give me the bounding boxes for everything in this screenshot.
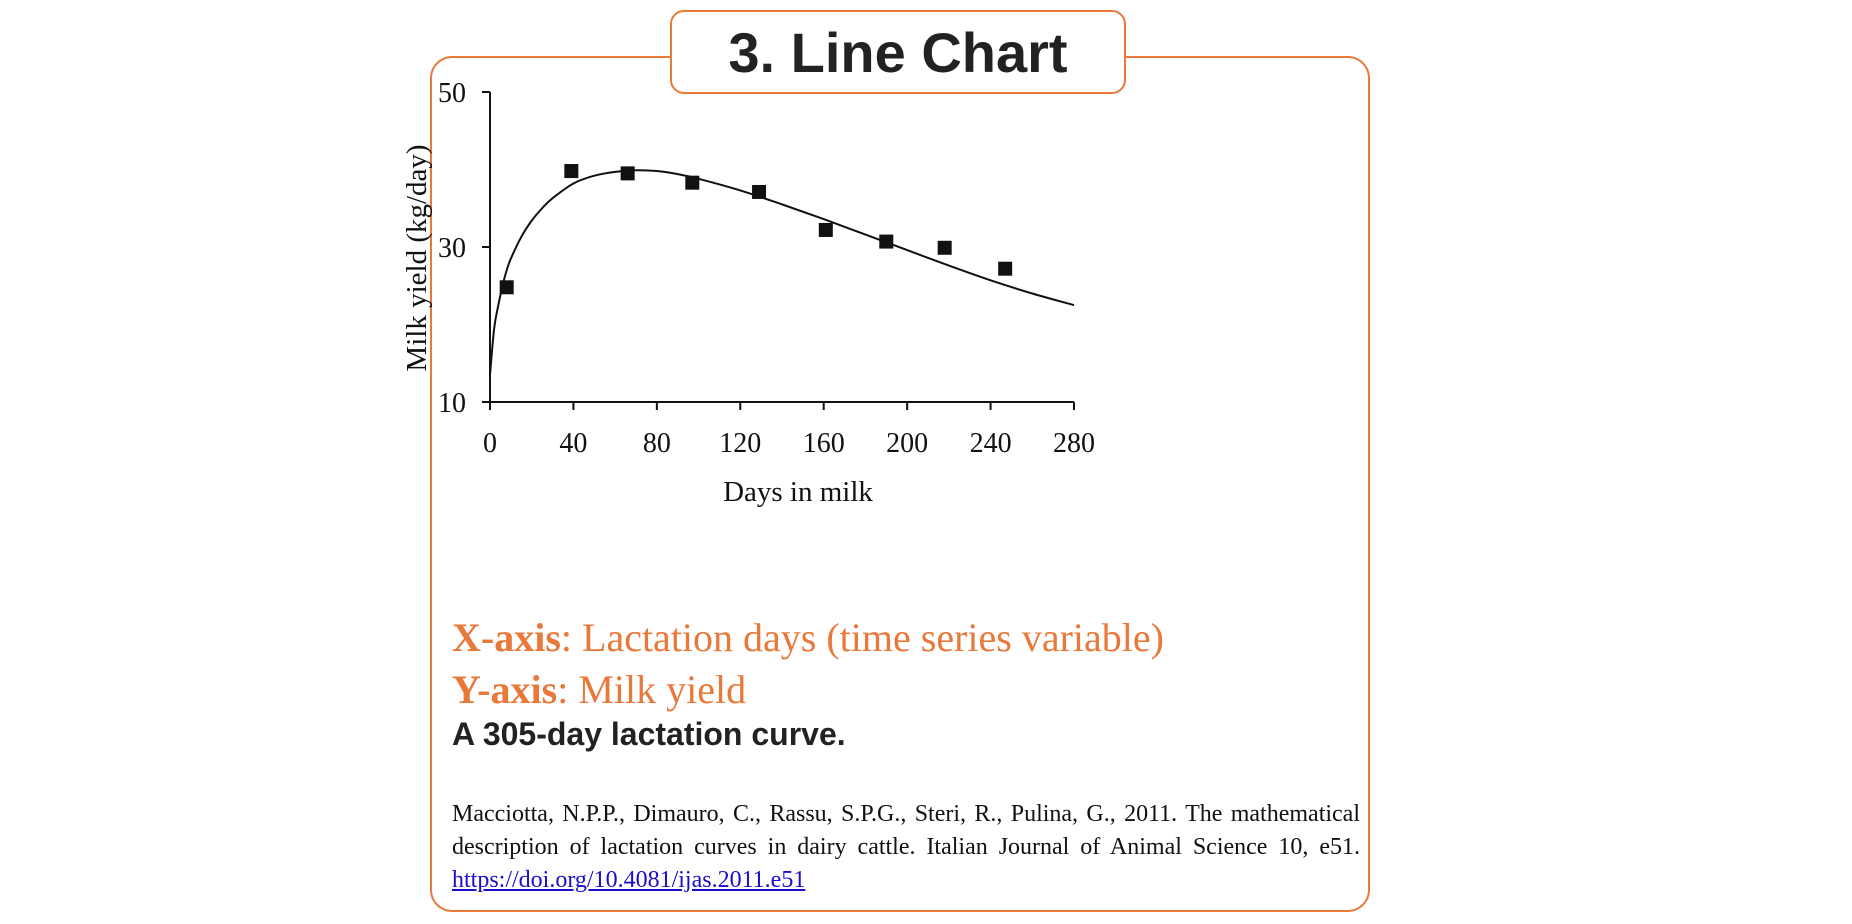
y-tick-label: 10 — [438, 388, 466, 419]
chart-card — [430, 56, 1370, 912]
x-tick-label: 120 — [719, 428, 761, 459]
x-axis-note-label: X-axis — [452, 615, 561, 660]
x-axis-label: Days in milk — [723, 476, 873, 508]
x-tick-label: 0 — [483, 428, 497, 459]
data-points-layer — [499, 164, 1013, 295]
x-tick-label: 40 — [559, 428, 587, 459]
data-point — [685, 175, 700, 190]
y-axis-note: Y-axis: Milk yield — [452, 666, 746, 713]
data-point — [937, 240, 952, 255]
data-point — [752, 184, 767, 199]
fitted-curve-layer — [489, 169, 1075, 375]
chart-caption: A 305-day lactation curve. — [452, 716, 846, 752]
chart-axes: 0 40 80 120 160 200 240 280 10 30 50 — [438, 78, 1095, 459]
data-point — [620, 166, 635, 181]
x-tick-label: 80 — [643, 428, 671, 459]
fitted-curve-line — [489, 169, 1075, 375]
x-axis-note: X-axis: Lactation days (time series vari… — [452, 614, 1164, 661]
x-axis-note-text: : Lactation days (time series variable) — [560, 615, 1164, 660]
data-point — [499, 280, 514, 295]
x-tick-label: 200 — [886, 428, 928, 459]
citation-text: Macciotta, N.P.P., Dimauro, C., Rassu, S… — [452, 801, 1360, 860]
data-point — [879, 234, 894, 249]
citation-doi-link[interactable]: https://doi.org/10.4081/ijas.2011.e51 — [452, 867, 806, 893]
x-tick-label: 160 — [803, 428, 845, 459]
line-chart: 0 40 80 120 160 200 240 280 10 30 50 Milk yield (k… — [401, 78, 1095, 508]
y-axis-note-text: : Milk yield — [557, 667, 747, 712]
y-tick-label: 50 — [438, 78, 466, 109]
y-axis-label: Milk yield (kg/day) — [401, 144, 433, 371]
page-title: 3. Line Chart — [670, 10, 1126, 94]
data-point — [564, 164, 579, 179]
citation: Macciotta, N.P.P., Dimauro, C., Rassu, S… — [452, 798, 1360, 897]
x-tick-label: 240 — [970, 428, 1012, 459]
y-tick-label: 30 — [438, 233, 466, 264]
data-point — [818, 222, 833, 237]
y-axis-note-label: Y-axis — [452, 667, 558, 712]
data-point — [998, 261, 1013, 276]
x-tick-label: 280 — [1053, 428, 1095, 459]
